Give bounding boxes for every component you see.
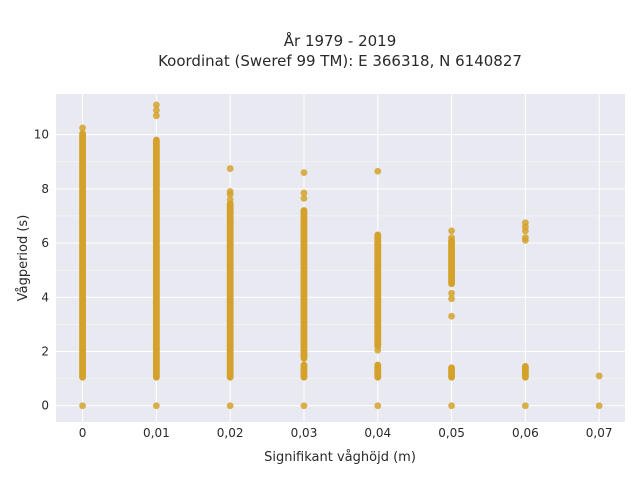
y-tick-label: 2	[41, 345, 49, 359]
data-point-1-1	[152, 112, 160, 120]
data-point-4-0	[374, 402, 382, 410]
data-point-2-0	[226, 402, 234, 410]
chart-title-line-1: År 1979 - 2019	[284, 31, 397, 50]
point-cluster-3-0	[300, 207, 308, 362]
data-point-1-3	[152, 101, 160, 109]
data-point-6-0	[521, 402, 529, 410]
y-tick-label: 8	[41, 182, 49, 196]
data-point-5-1	[448, 312, 455, 320]
data-point-5-0	[448, 402, 455, 410]
y-tick-label: 4	[41, 290, 49, 304]
data-point-2-3	[226, 188, 234, 195]
data-points	[79, 101, 603, 410]
y-tick-label: 6	[41, 236, 49, 250]
x-tick-label: 0	[79, 426, 87, 440]
point-cluster-3-1	[300, 361, 308, 381]
x-tick-label: 0,05	[438, 426, 465, 440]
data-point-7-1	[595, 372, 603, 380]
y-axis-ticks: 0 2 4 6 8 10	[34, 128, 49, 413]
y-tick-label: 10	[34, 128, 49, 142]
x-tick-label: 0,06	[512, 426, 539, 440]
x-axis-label: Signifikant våghöjd (m)	[264, 450, 416, 465]
data-point-1-2	[152, 106, 160, 114]
point-cluster-4-0	[374, 231, 382, 350]
data-point-5-4	[448, 234, 455, 242]
point-cluster-4-1	[374, 361, 382, 381]
data-point-4-2	[374, 167, 382, 175]
data-point-0-2	[79, 124, 86, 132]
point-cluster-5-1	[448, 364, 455, 381]
x-tick-label: 0,01	[143, 426, 170, 440]
x-axis-ticks: 0 0,01 0,02 0,03 0,04 0,05 0,06 0,07	[79, 426, 613, 440]
data-point-3-3	[300, 169, 308, 177]
data-point-6-2	[521, 234, 529, 242]
x-tick-label: 0,04	[364, 426, 391, 440]
data-point-3-1	[300, 194, 308, 202]
data-point-0-0	[79, 402, 86, 410]
chart-title-line-2: Koordinat (Sweref 99 TM): E 366318, N 61…	[158, 52, 522, 70]
data-point-5-3	[448, 289, 455, 297]
data-point-3-2	[300, 189, 308, 197]
data-point-5-5	[448, 227, 455, 235]
data-point-1-0	[152, 402, 160, 410]
data-point-3-0	[300, 402, 308, 410]
data-point-5-2	[448, 295, 455, 303]
point-cluster-1-0	[152, 136, 160, 381]
point-cluster-0-0	[79, 131, 86, 381]
data-point-0-1	[79, 129, 86, 137]
point-cluster-2-0	[226, 200, 234, 381]
data-point-2-1	[226, 196, 234, 204]
point-cluster-5-0	[448, 236, 455, 288]
plot-area	[56, 94, 625, 422]
data-point-2-4	[226, 165, 234, 172]
data-point-4-1	[374, 346, 382, 354]
y-axis-label: Vågperiod (s)	[16, 215, 31, 302]
point-cluster-6-0	[521, 363, 529, 381]
data-point-7-0	[595, 402, 603, 410]
x-tick-label: 0,02	[217, 426, 244, 440]
x-tick-label: 0,03	[291, 426, 318, 440]
data-point-6-5	[521, 219, 529, 227]
y-tick-label: 0	[41, 399, 49, 413]
x-tick-label: 0,07	[586, 426, 613, 440]
